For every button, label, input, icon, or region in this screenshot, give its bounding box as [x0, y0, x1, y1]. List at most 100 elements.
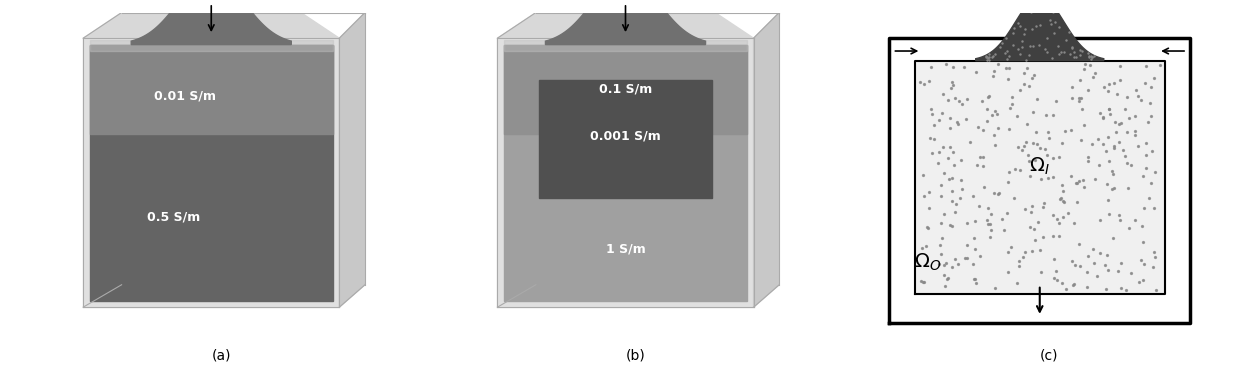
Point — [1065, 281, 1085, 287]
Point — [1075, 184, 1095, 190]
Point — [931, 251, 951, 257]
Point — [946, 201, 966, 207]
Point — [1080, 62, 1100, 68]
Point — [1100, 211, 1120, 217]
Point — [988, 190, 1008, 196]
Point — [936, 260, 956, 266]
Point — [955, 64, 975, 70]
Polygon shape — [545, 0, 706, 45]
Point — [1031, 269, 1051, 275]
Point — [940, 115, 960, 121]
Point — [965, 218, 985, 224]
Point — [1062, 95, 1082, 101]
Point — [1070, 178, 1090, 184]
Point — [973, 154, 993, 160]
Point — [1070, 241, 1090, 246]
Point — [977, 106, 997, 112]
Point — [1010, 264, 1030, 269]
Point — [968, 124, 988, 130]
Point — [957, 242, 977, 248]
Point — [986, 285, 1006, 291]
Point — [982, 112, 1002, 118]
Point — [929, 242, 950, 248]
Point — [1150, 62, 1170, 68]
Point — [1135, 80, 1155, 85]
Text: 0.1 S/m: 0.1 S/m — [599, 82, 652, 96]
Point — [936, 61, 956, 67]
Point — [1098, 106, 1118, 112]
Point — [934, 272, 955, 278]
Point — [912, 245, 932, 250]
Point — [983, 190, 1003, 196]
Polygon shape — [339, 13, 365, 307]
Point — [914, 81, 934, 87]
Point — [1010, 258, 1030, 264]
Point — [933, 262, 953, 268]
Point — [1111, 261, 1131, 266]
Point — [975, 184, 995, 190]
Point — [1056, 287, 1076, 292]
Point — [934, 283, 955, 288]
Point — [1050, 220, 1070, 226]
Point — [982, 73, 1002, 79]
Point — [1067, 199, 1087, 205]
Point — [1078, 154, 1098, 160]
Point — [1113, 147, 1133, 153]
Point — [1140, 100, 1160, 106]
Point — [1066, 180, 1086, 186]
Point — [1098, 88, 1118, 94]
Point — [1050, 196, 1070, 202]
Point — [973, 127, 993, 133]
Point — [1110, 77, 1130, 83]
Point — [1053, 197, 1073, 203]
Point — [943, 82, 963, 88]
Point — [978, 221, 998, 227]
Point — [1103, 145, 1123, 151]
Point — [937, 276, 957, 282]
Point — [1010, 87, 1030, 93]
Point — [928, 160, 948, 165]
Point — [1131, 97, 1151, 103]
Point — [1133, 205, 1153, 211]
Point — [957, 220, 977, 226]
Point — [1133, 261, 1153, 267]
Point — [1111, 120, 1131, 126]
Point — [1067, 180, 1087, 185]
Point — [1088, 136, 1108, 142]
Point — [1052, 140, 1072, 146]
Point — [985, 132, 1005, 138]
Point — [1047, 98, 1067, 104]
Point — [912, 278, 932, 284]
Point — [1022, 76, 1042, 81]
Point — [952, 101, 972, 107]
Point — [1095, 262, 1115, 268]
Point — [945, 95, 965, 101]
Point — [957, 255, 977, 261]
Point — [1045, 256, 1065, 262]
Point — [917, 224, 937, 230]
Point — [980, 234, 1000, 240]
Point — [913, 193, 933, 199]
Point — [1087, 273, 1107, 279]
Point — [1000, 126, 1020, 132]
Point — [1117, 95, 1137, 100]
Point — [1075, 122, 1095, 128]
Point — [1097, 134, 1117, 140]
Point — [1126, 87, 1146, 93]
Point — [932, 235, 952, 241]
Point — [950, 195, 970, 201]
Point — [1050, 154, 1070, 160]
Point — [1021, 209, 1041, 215]
Point — [1136, 64, 1156, 69]
Point — [1146, 169, 1166, 175]
Point — [1062, 84, 1082, 90]
Polygon shape — [498, 38, 753, 307]
Point — [942, 264, 962, 270]
Point — [1068, 98, 1088, 104]
Point — [1015, 81, 1035, 87]
Point — [934, 170, 955, 176]
Point — [1072, 107, 1092, 112]
Polygon shape — [504, 40, 747, 51]
Point — [1036, 112, 1056, 118]
Point — [1000, 65, 1020, 71]
